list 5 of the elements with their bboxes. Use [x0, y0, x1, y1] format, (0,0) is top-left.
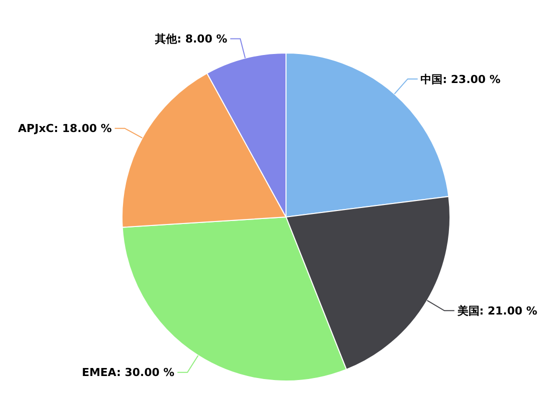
- slice-label: APJxC: 18.00 %: [18, 122, 112, 136]
- slice-label: EMEA: 30.00 %: [82, 366, 174, 380]
- slice-label: 中国: 23.00 %: [420, 72, 501, 86]
- slice-label: 其他: 8.00 %: [154, 32, 228, 46]
- slice-label: 美国: 21.00 %: [456, 304, 538, 318]
